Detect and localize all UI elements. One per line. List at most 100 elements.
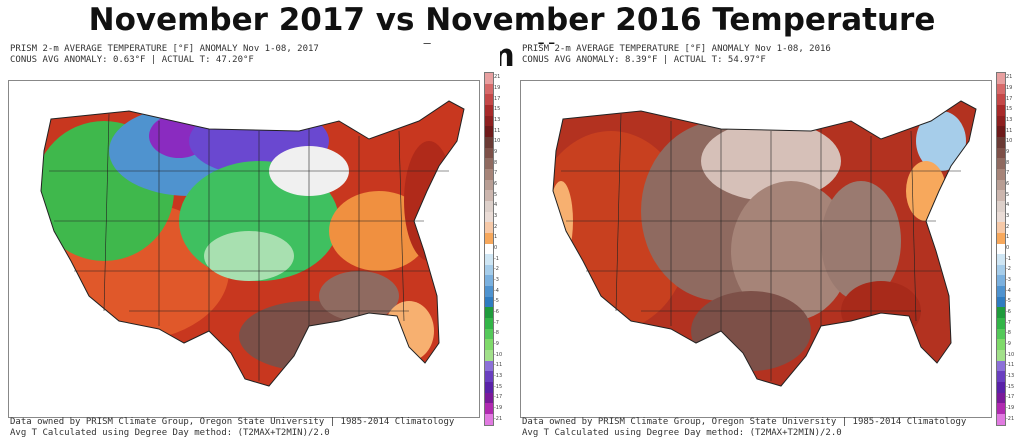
colorbar-swatch [485,392,493,404]
colorbar-swatch [997,104,1005,116]
colorbar-tick-label: -19 [494,405,503,411]
colorbar-tick-label: -17 [1006,394,1015,401]
colorbar-tick-label: 6 [1006,181,1010,187]
colorbar-swatch [485,211,493,223]
colorbar-swatch [485,83,493,95]
colorbar-tick-label: 21 [1006,74,1013,81]
colorbar-swatch [997,83,1005,95]
colorbar-swatch [997,350,1005,361]
colorbar-tick-label: -2 [494,266,499,273]
anomaly-map-2017 [8,80,480,418]
colorbar-tick-label: -8 [494,330,499,337]
colorbar-swatch [997,190,1005,201]
colorbar-swatch [997,403,1005,414]
colorbar-tick-label: 11 [494,127,501,134]
colorbar-swatch [485,168,493,180]
colorbar-swatch [997,179,1005,191]
colorbar-tick-label: -9 [494,341,499,347]
colorbar-swatch [485,403,493,414]
map-header-line-1: PRISM 2-m AVERAGE TEMPERATURE [°F] ANOMA… [10,44,319,54]
colorbar-tick-label: 0 [494,245,498,251]
colorbar-swatch [485,136,493,148]
colorbar-tick-label: -13 [1006,373,1015,379]
colorbar-swatch [997,115,1005,127]
colorbar-tick-label: -1 [494,255,499,262]
colorbar [996,72,1006,426]
colorbar-tick-label: 17 [1006,95,1013,102]
anomaly-map-2016 [520,80,992,418]
colorbar-tick-label: 8 [1006,159,1010,166]
state-borders-2017 [40,100,465,387]
colorbar-swatch [485,200,493,212]
colorbar-swatch [485,339,493,351]
colorbar-swatch [997,94,1005,105]
colorbar-swatch [485,73,493,84]
colorbar-swatch [997,414,1005,425]
colorbar-swatch [997,211,1005,223]
colorbar-tick-label: -11 [494,362,503,369]
colorbar-tick-label: -13 [494,373,503,379]
colorbar-tick-label: -6 [494,309,499,315]
colorbar-swatch [485,286,493,297]
colorbar-tick-label: 2 [1006,223,1010,230]
colorbar-tick-label: -21 [1006,415,1015,422]
colorbar-swatch [485,126,493,137]
colorbar-swatch [997,243,1005,255]
colorbar-tick-label: -11 [1006,362,1015,369]
colorbar-tick-label: 13 [1006,117,1013,123]
colorbar-tick-label: 19 [494,85,501,91]
colorbar-tick-label: 10 [494,138,501,145]
colorbar-swatch [485,115,493,127]
map-header-line-1: PRISM 2-m AVERAGE TEMPERATURE [°F] ANOMA… [522,44,831,54]
colorbar-tick-label: -19 [1006,405,1015,411]
colorbar-swatch [997,307,1005,319]
colorbar-tick-label: 7 [494,170,498,177]
colorbar-tick-label: -15 [494,383,503,390]
colorbar-swatch [997,222,1005,233]
colorbar-tick-label: 19 [1006,85,1013,91]
colorbar-swatch [485,414,493,425]
colorbar-tick-label: 1 [494,234,498,241]
colorbar-swatch [997,371,1005,383]
colorbar-tick-label: 9 [1006,149,1010,155]
colorbar-swatch [485,371,493,383]
colorbar-swatch [485,382,493,393]
colorbar-tick-label: 3 [1006,213,1010,219]
map-panel-2016: PRISM 2-m AVERAGE TEMPERATURE [°F] ANOMA… [516,44,1015,444]
colorbar-swatch [997,392,1005,404]
colorbar-tick-label: -5 [1006,298,1011,305]
colorbar-swatch [997,158,1005,169]
colorbar-swatch [997,296,1005,308]
colorbar-swatch [997,73,1005,84]
colorbar-swatch [485,222,493,233]
colorbar-tick-label: 5 [1006,191,1010,198]
colorbar-tick-label: 6 [494,181,498,187]
colorbar-tick-label: 8 [494,159,498,166]
colorbar-tick-label: -3 [494,277,499,283]
colorbar-tick-label: 4 [1006,202,1010,209]
colorbar-swatch [485,360,493,372]
colorbar-tick-label: 7 [1006,170,1010,177]
colorbar-tick-label: -2 [1006,266,1011,273]
colorbar-tick-label: 15 [1006,106,1013,113]
colorbar-swatch [997,147,1005,159]
colorbar-swatch [997,339,1005,351]
colorbar-tick-label: 5 [494,191,498,198]
colorbar-swatch [997,168,1005,180]
colorbar-tick-label: -4 [494,287,499,294]
colorbar-tick-label: 15 [494,106,501,113]
colorbar-swatch [485,307,493,319]
colorbar-swatch [997,360,1005,372]
colorbar-tick-label: 13 [494,117,501,123]
colorbar-swatch [997,382,1005,393]
map-footer: Data owned by PRISM Climate Group, Orego… [10,417,454,439]
colorbar-swatch [997,286,1005,297]
map-header-line-2: CONUS AVG ANOMALY: 0.63°F | ACTUAL T: 47… [10,55,254,65]
colorbar-tick-label: -15 [1006,383,1015,390]
colorbar-tick-label: -9 [1006,341,1011,347]
colorbar-swatch [997,126,1005,137]
colorbar-tick-label: -5 [494,298,499,305]
colorbar-swatch [485,179,493,191]
colorbar-swatch [485,264,493,276]
map-footer-line-1: Data owned by PRISM Climate Group, Orego… [10,417,455,427]
